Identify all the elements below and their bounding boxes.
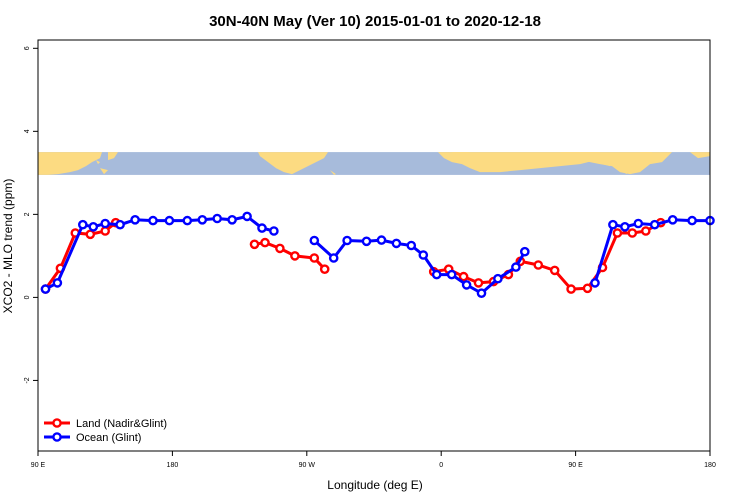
- data-point: [212, 213, 222, 224]
- land-shape: [438, 152, 600, 173]
- x-axis-ticks: 90 E 180 90 W 0 90 E 180: [31, 451, 716, 469]
- data-point: [667, 214, 678, 225]
- data-point: [493, 273, 503, 284]
- data-point: [687, 215, 697, 226]
- data-point: [649, 219, 660, 230]
- data-point: [269, 226, 279, 236]
- data-point: [275, 243, 285, 254]
- y-tick-label: 0: [24, 295, 31, 299]
- land-shape: [258, 152, 328, 175]
- x-tick-label: 90 E: [568, 462, 583, 469]
- legend-label: Land (Nadir&Glint): [76, 418, 167, 430]
- land-shape: [600, 158, 612, 167]
- data-point: [590, 278, 600, 288]
- data-point: [197, 214, 208, 225]
- data-point: [319, 264, 330, 275]
- land-shape: [330, 170, 336, 175]
- data-point: [115, 219, 125, 230]
- series-line: [44, 214, 275, 291]
- plot-frame: [37, 39, 711, 452]
- legend-label: Ocean (Glint): [76, 432, 141, 444]
- land-shape: [38, 152, 102, 175]
- data-point: [78, 219, 88, 230]
- land-shape: [640, 152, 652, 161]
- legend-item: Land (Nadir&Glint): [44, 418, 167, 430]
- legend: Land (Nadir&Glint) Ocean (Glint): [44, 418, 167, 444]
- data-point: [608, 219, 618, 230]
- data-point: [260, 237, 270, 248]
- data-point: [342, 235, 352, 246]
- data-point: [88, 221, 99, 232]
- x-tick-label: 180: [704, 462, 716, 469]
- x-tick-label: 90 E: [31, 462, 46, 469]
- data-point: [328, 253, 339, 263]
- y-tick-label: 6: [24, 46, 31, 50]
- y-axis-label: XCO2 - MLO trend (ppm): [1, 179, 15, 314]
- legend-marker: [52, 418, 62, 428]
- data-point: [418, 250, 429, 260]
- data-point: [100, 218, 110, 229]
- land-shape: [620, 162, 632, 175]
- data-point: [566, 284, 576, 294]
- data-point: [582, 283, 593, 294]
- data-point: [40, 284, 51, 294]
- data-point: [406, 240, 417, 251]
- y-tick-label: 2: [24, 212, 31, 216]
- chart-title: 30N-40N May (Ver 10) 2015-01-01 to 2020-…: [209, 13, 541, 30]
- y-tick-label: 4: [24, 129, 31, 133]
- data-point: [446, 269, 457, 280]
- x-tick-label: 180: [167, 462, 179, 469]
- data-point: [533, 260, 544, 270]
- data-point: [164, 215, 175, 226]
- data-point: [309, 253, 320, 263]
- land-shape: [108, 152, 118, 161]
- x-tick-label: 90 W: [299, 462, 316, 469]
- data-point: [182, 215, 193, 226]
- data-point: [242, 211, 252, 222]
- data-point: [391, 238, 402, 249]
- data-point: [520, 246, 530, 257]
- data-point: [376, 235, 387, 245]
- data-point: [476, 288, 487, 299]
- data-point: [227, 214, 237, 225]
- land-shape: [430, 152, 672, 175]
- legend-item: Ocean (Glint): [44, 432, 141, 444]
- data-point: [361, 236, 372, 247]
- data-point: [511, 262, 521, 272]
- land-shape: [690, 152, 710, 159]
- data-point: [458, 271, 469, 282]
- series-ocean: [40, 211, 715, 299]
- data-point: [52, 278, 63, 288]
- series-line: [433, 221, 662, 291]
- data-point: [130, 214, 140, 225]
- data-point: [620, 221, 630, 232]
- data-point: [549, 265, 560, 276]
- data-point: [627, 228, 638, 238]
- data-point: [148, 215, 158, 226]
- x-axis-label: Longitude (deg E): [327, 478, 422, 492]
- data-point: [257, 223, 267, 233]
- data-point: [85, 229, 96, 240]
- legend-marker: [52, 432, 62, 442]
- land-ocean-band: [38, 152, 710, 175]
- data-point: [641, 226, 651, 236]
- series-layer: [40, 211, 715, 299]
- data-point: [309, 235, 320, 246]
- land-shape: [100, 168, 108, 175]
- data-point: [473, 278, 484, 288]
- data-point: [633, 218, 644, 229]
- data-point: [431, 269, 442, 280]
- series-land: [40, 217, 666, 294]
- x-tick-label: 0: [439, 462, 443, 469]
- data-point: [100, 226, 110, 236]
- data-point: [612, 228, 623, 238]
- data-point: [249, 239, 260, 250]
- y-tick-label: -2: [24, 377, 31, 383]
- data-point: [461, 280, 472, 290]
- y-axis-ticks: -2 0 2 4 6: [24, 46, 38, 384]
- data-point: [290, 251, 300, 261]
- land-shape: [96, 160, 100, 165]
